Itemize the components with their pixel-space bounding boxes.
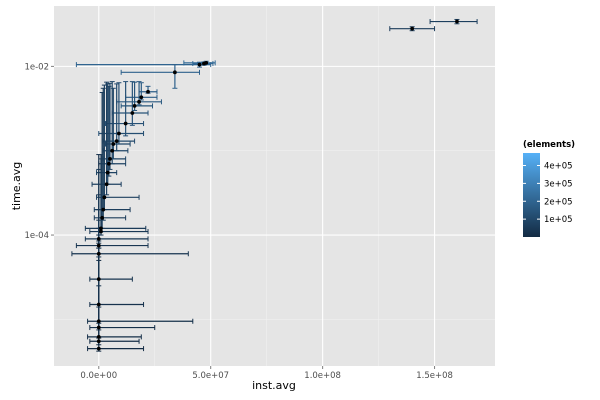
data-point bbox=[130, 111, 135, 115]
x-tick-label: 0.0e+00 bbox=[80, 371, 117, 381]
x-axis-ticks: 0.0e+00 5.0e+07 1.0e+08 1.5e+08 bbox=[80, 366, 453, 381]
legend-title: (elements) bbox=[523, 140, 575, 150]
data-point bbox=[105, 170, 110, 175]
legend-label: 1e+05 bbox=[544, 215, 573, 225]
x-axis-title: inst.avg bbox=[252, 379, 296, 392]
data-point bbox=[106, 161, 111, 166]
data-point bbox=[114, 139, 119, 144]
data-point bbox=[96, 334, 101, 339]
data-point bbox=[100, 215, 105, 220]
data-point bbox=[111, 142, 116, 146]
legend: (elements) 1e+05 2e+05 3e+05 4e+05 bbox=[523, 140, 575, 237]
data-point bbox=[110, 148, 115, 153]
y-tick-label: 1e-02 bbox=[24, 62, 49, 72]
legend-ticks: 1e+05 2e+05 3e+05 4e+05 bbox=[523, 162, 573, 225]
data-points bbox=[96, 19, 459, 351]
vertical-error-bars bbox=[96, 18, 460, 352]
x-tick-label: 1.5e+08 bbox=[416, 371, 453, 381]
data-point bbox=[96, 251, 101, 256]
legend-label: 2e+05 bbox=[544, 197, 573, 207]
data-point bbox=[123, 121, 128, 126]
data-point bbox=[99, 226, 103, 231]
data-point bbox=[96, 346, 101, 351]
data-point bbox=[132, 103, 137, 108]
data-point bbox=[455, 19, 459, 24]
data-point bbox=[410, 26, 415, 31]
data-point bbox=[96, 325, 101, 330]
data-point bbox=[104, 182, 109, 187]
legend-label: 3e+05 bbox=[544, 179, 573, 189]
x-tick-label: 5.0e+07 bbox=[192, 371, 229, 381]
y-axis-ticks: 1e-04 1e-02 bbox=[24, 62, 54, 241]
data-point bbox=[101, 207, 106, 212]
x-tick-label: 1.0e+08 bbox=[304, 371, 341, 381]
y-axis-title: time.avg bbox=[10, 162, 23, 211]
data-point bbox=[96, 302, 101, 307]
legend-colorbar bbox=[523, 153, 540, 237]
data-point bbox=[96, 237, 101, 241]
data-point bbox=[96, 339, 101, 344]
legend-label: 4e+05 bbox=[544, 162, 573, 172]
data-point bbox=[96, 277, 101, 282]
data-point bbox=[117, 131, 121, 136]
data-point bbox=[204, 60, 209, 65]
data-point bbox=[139, 95, 144, 100]
plot-panel bbox=[54, 6, 495, 366]
data-point bbox=[146, 89, 150, 94]
data-point bbox=[96, 319, 101, 324]
data-point bbox=[96, 243, 101, 248]
data-point bbox=[108, 156, 112, 161]
data-point bbox=[102, 195, 107, 200]
data-point bbox=[137, 99, 141, 104]
data-point bbox=[172, 70, 177, 75]
y-tick-label: 1e-04 bbox=[24, 231, 49, 241]
data-point bbox=[197, 62, 202, 67]
data-point bbox=[99, 229, 103, 234]
